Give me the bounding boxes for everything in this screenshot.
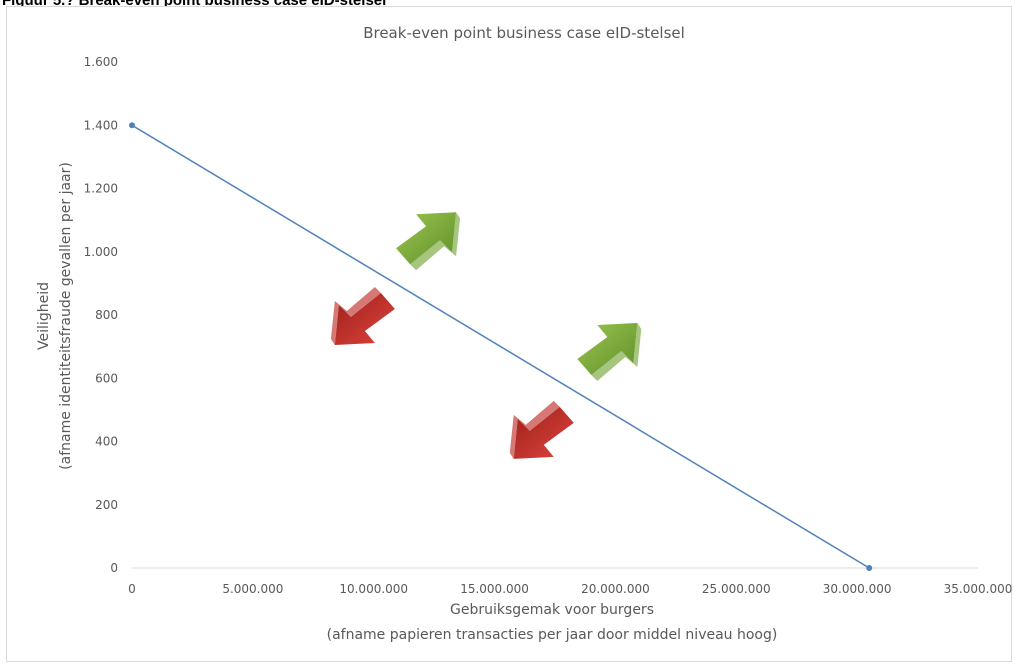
series-line bbox=[131, 124, 870, 569]
figure-caption: Figuur 5.? Break-even point business cas… bbox=[2, 0, 387, 9]
x-axis-ticks: 0 5.000.000 10.000.000 15.000.000 20.000.000… bbox=[128, 582, 1012, 596]
data-point bbox=[129, 122, 135, 129]
y-tick-label: 400 bbox=[95, 435, 118, 449]
x-axis-label: Gebruiksgemak voor burgers bbox=[450, 602, 654, 618]
y-tick-label: 1.400 bbox=[84, 118, 118, 132]
y-tick-label: 200 bbox=[95, 498, 118, 512]
y-axis-ticks: 0 200 400 600 800 1.000 1.200 1.400 1.600 bbox=[84, 55, 118, 575]
data-point bbox=[866, 565, 873, 571]
x-tick-label: 0 bbox=[128, 582, 136, 596]
y-tick-label: 1.000 bbox=[84, 245, 118, 259]
y-tick-label: 1.600 bbox=[84, 55, 118, 69]
y-axis-label: Veiligheid bbox=[36, 282, 52, 350]
arrow-annotations bbox=[330, 212, 642, 459]
x-tick-label: 25.000.000 bbox=[702, 582, 771, 596]
y-tick-label: 600 bbox=[95, 371, 118, 385]
x-tick-label: 10.000.000 bbox=[339, 582, 408, 596]
chart-title: Break-even point business case eID-stels… bbox=[363, 24, 685, 42]
arrow-down-left-icon bbox=[509, 400, 574, 459]
arrow-down-left-icon bbox=[330, 287, 395, 345]
x-tick-label: 5.000.000 bbox=[222, 582, 283, 596]
x-tick-label: 30.000.000 bbox=[823, 582, 892, 596]
series-group bbox=[129, 122, 873, 571]
y-axis-sublabel: (afname identiteitsfraude gevallen per j… bbox=[58, 162, 74, 470]
x-tick-label: 35.000.000 bbox=[944, 582, 1013, 596]
x-axis-sublabel: (afname papieren transacties per jaar do… bbox=[327, 627, 778, 643]
y-tick-label: 0 bbox=[110, 561, 118, 575]
arrow-up-right-icon bbox=[396, 212, 461, 271]
y-tick-label: 1.200 bbox=[84, 182, 118, 196]
arrow-up-right-icon bbox=[577, 322, 642, 381]
x-tick-label: 15.000.000 bbox=[460, 582, 529, 596]
x-tick-label: 20.000.000 bbox=[581, 582, 650, 596]
y-tick-label: 800 bbox=[95, 308, 118, 322]
